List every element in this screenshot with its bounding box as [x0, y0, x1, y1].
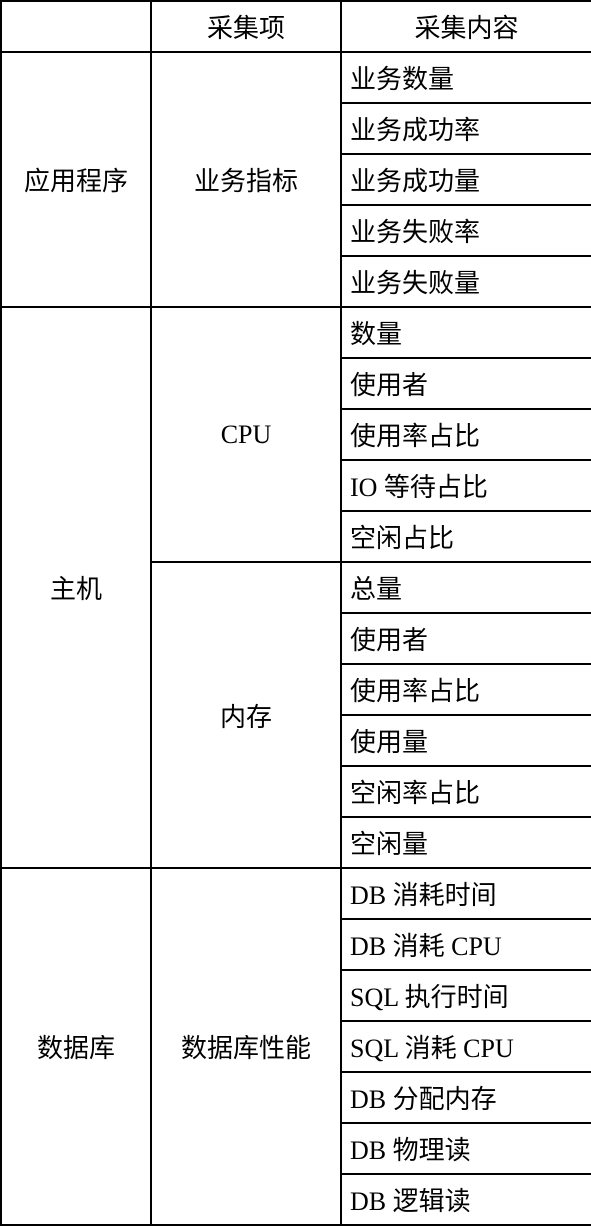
subcategory-cell: 业务指标	[151, 52, 341, 307]
item-cell: 业务成功率	[341, 103, 591, 154]
item-cell: 空闲占比	[341, 511, 591, 562]
category-cell: 主机	[1, 307, 151, 868]
item-cell: 使用率占比	[341, 664, 591, 715]
item-cell: DB 逻辑读	[341, 1174, 591, 1225]
header-col2: 采集项	[151, 1, 341, 52]
item-cell: 业务数量	[341, 52, 591, 103]
item-cell: DB 消耗 CPU	[341, 919, 591, 970]
item-cell: 业务失败率	[341, 205, 591, 256]
subcategory-cell: 内存	[151, 562, 341, 868]
table-row: 主机 CPU 数量	[1, 307, 591, 358]
item-cell: DB 消耗时间	[341, 868, 591, 919]
category-cell: 应用程序	[1, 52, 151, 307]
table-row: 数据库 数据库性能 DB 消耗时间	[1, 868, 591, 919]
item-cell: IO 等待占比	[341, 460, 591, 511]
header-col1	[1, 1, 151, 52]
item-cell: 业务成功量	[341, 154, 591, 205]
metrics-table: 采集项 采集内容 应用程序 业务指标 业务数量 业务成功率 业务成功量 业务失败…	[0, 0, 591, 1226]
subcategory-cell: 数据库性能	[151, 868, 341, 1225]
item-cell: 数量	[341, 307, 591, 358]
item-cell: 使用率占比	[341, 409, 591, 460]
item-cell: 使用量	[341, 715, 591, 766]
category-cell: 数据库	[1, 868, 151, 1225]
item-cell: 业务失败量	[341, 256, 591, 307]
item-cell: DB 物理读	[341, 1123, 591, 1174]
item-cell: 总量	[341, 562, 591, 613]
item-cell: SQL 消耗 CPU	[341, 1021, 591, 1072]
header-col3: 采集内容	[341, 1, 591, 52]
item-cell: 空闲率占比	[341, 766, 591, 817]
item-cell: 空闲量	[341, 817, 591, 868]
item-cell: SQL 执行时间	[341, 970, 591, 1021]
table-row: 应用程序 业务指标 业务数量	[1, 52, 591, 103]
item-cell: 使用者	[341, 358, 591, 409]
item-cell: 使用者	[341, 613, 591, 664]
subcategory-cell: CPU	[151, 307, 341, 562]
header-row: 采集项 采集内容	[1, 1, 591, 52]
item-cell: DB 分配内存	[341, 1072, 591, 1123]
